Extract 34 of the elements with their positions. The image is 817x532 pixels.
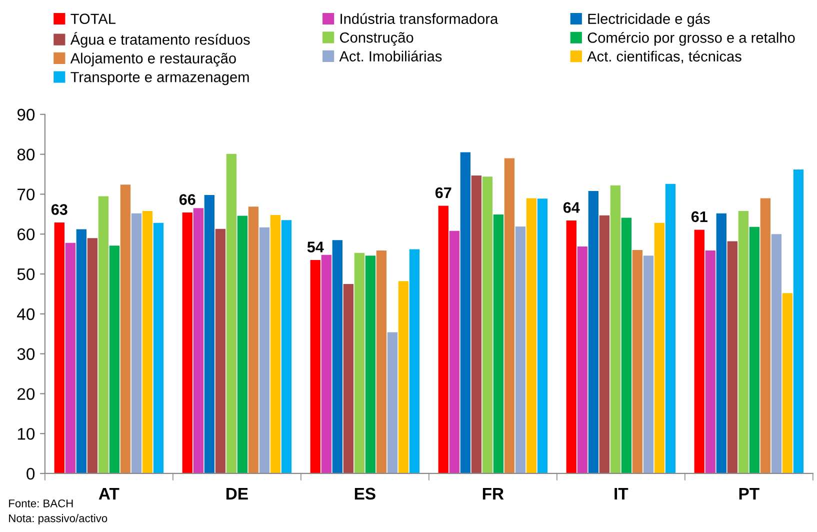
legend-label: Comércio por grosso e a retalho [588,32,795,46]
data-label: 67 [435,187,452,198]
y-tick-label: 20 [18,388,35,400]
y-tick-label: 80 [17,148,35,160]
legend-label: Electricidade e gás [588,13,710,27]
legend-label: Indústria transformadora [340,13,498,24]
x-tick-label: AT [98,488,120,500]
y-tick-label: 90 [17,108,35,121]
legend-label: Água e tratamento resíduos [70,32,250,48]
data-label: 64 [563,202,580,213]
legend-label: Act. cientificas, técnicas [587,50,742,64]
y-tick-label: 10 [18,428,35,440]
x-tick-label: ES [354,488,376,500]
x-tick-label: FR [482,488,504,500]
data-label: 61 [691,211,708,222]
x-tick-label: DE [226,488,248,500]
data-label: 63 [51,204,68,215]
x-tick-label: PT [739,488,760,500]
legend-label: Transporte e armazenagem [70,72,249,86]
legend-label: Alojamento e restauração [70,52,236,66]
legend-label: Act. Imobiliárias [339,50,442,62]
x-tick-label: IT [614,488,628,500]
text: Nota: passivo/activo [9,514,108,524]
y-tick-label: 60 [18,228,35,240]
y-tick-label: 30 [17,348,35,360]
legend-label: Construção [340,32,414,46]
y-tick-label: 50 [17,268,35,280]
data-label: 66 [179,194,196,205]
y-tick-label: 70 [18,188,35,200]
legend-label: TOTAL [70,14,116,24]
y-tick-label: 0 [26,468,35,480]
y-tick-label: 40 [17,308,35,320]
data-label: 54 [307,242,324,252]
source-note: Fonte: BACH [9,499,73,508]
